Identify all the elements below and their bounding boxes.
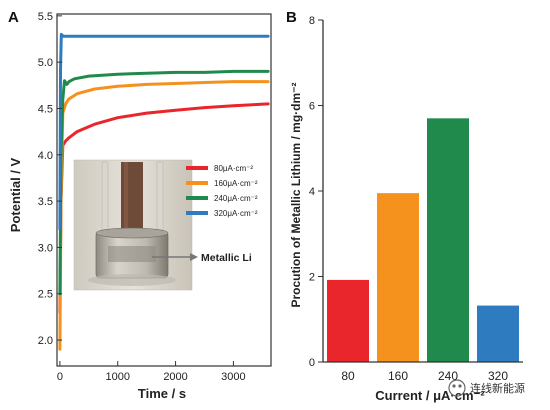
x-tick-label: 3000 [221,371,245,383]
watermark-text: 连线新能源 [470,381,525,395]
panel-a-letter: A [8,9,19,26]
panel-a: A Metallic Li 0 1000 2000 3000 2.0 2.5 3.0 3.5 4… [8,9,272,401]
panel-b-y-axis-title: Procution of Metallic Lithium / mg·dm⁻² [289,83,303,308]
panel-b-ticks: 0 2 4 6 8 80 160 240 320 [309,15,508,383]
y-tick-label: 8 [309,15,315,27]
y-tick-label: 4.0 [38,150,53,162]
x-tick-label: 2000 [163,371,187,383]
x-tick-label: 0 [57,371,63,383]
x-tick-label: 320 [488,369,508,383]
y-tick-label: 5.5 [38,11,53,23]
panel-a-legend: 80μA·cm⁻² 160μA·cm⁻² 240μA·cm⁻² 320μA·cm⁻² [186,164,258,218]
metallic-li-arrow [152,253,198,261]
panel-a-series-lines [58,32,270,351]
metallic-li-label: Metallic Li [201,252,252,264]
bar-240 [427,118,469,362]
panel-a-ticks: 0 1000 2000 3000 2.0 2.5 3.0 3.5 4.0 4.5 5.0 5.5 [38,11,246,383]
legend-label: 160μA·cm⁻² [214,179,258,188]
y-tick-label: 3.0 [38,242,53,254]
x-tick-label: 160 [388,369,408,383]
bar-160 [377,193,419,362]
panel-b: B 0 2 4 6 8 80 160 240 320 Current / μA·cm⁻² Pro… [286,9,523,403]
x-tick-label: 240 [438,369,458,383]
y-tick-label: 2 [309,272,315,284]
y-tick-label: 0 [309,357,315,369]
x-tick-label: 80 [341,369,355,383]
legend-label: 80μA·cm⁻² [214,164,253,173]
x-tick-label: 1000 [105,371,129,383]
bar-320 [477,305,519,362]
series-line-320 [58,32,270,231]
legend-label: 240μA·cm⁻² [214,194,258,203]
y-tick-label: 4 [309,186,315,198]
watermark: 连线新能源 [448,379,525,397]
y-tick-label: 3.5 [38,196,53,208]
panel-a-x-axis-title: Time / s [138,386,186,401]
legend-label: 320μA·cm⁻² [214,209,258,218]
y-tick-label: 6 [309,101,315,113]
inset-photo [73,159,193,291]
panel-b-x-axis-title: Current / μA·cm⁻² [375,388,485,403]
y-tick-label: 5.0 [38,57,53,69]
panel-a-plot-frame [56,13,272,367]
panel-b-letter: B [286,9,297,26]
panel-a-y-axis-title: Potential / V [8,157,23,232]
bar-80 [327,279,369,362]
panel-b-bars [327,118,519,362]
series-line-240 [58,69,270,296]
y-tick-label: 2.0 [38,335,53,347]
y-tick-label: 2.5 [38,289,53,301]
y-tick-label: 4.5 [38,103,53,115]
